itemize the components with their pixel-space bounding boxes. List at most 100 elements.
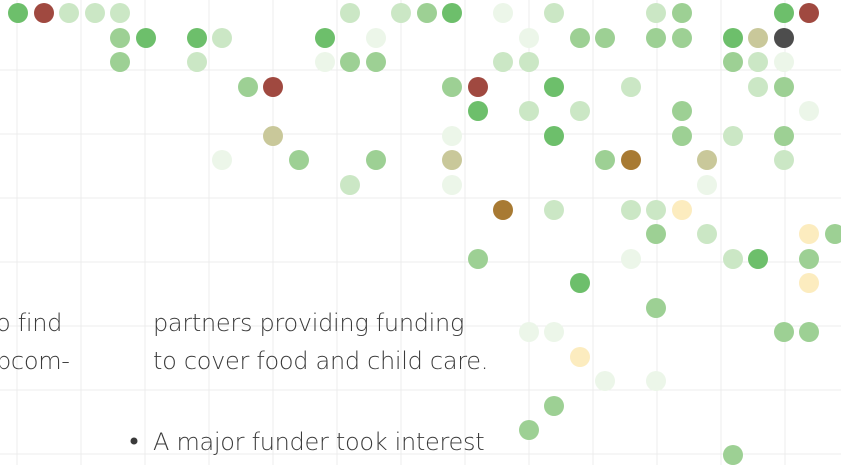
dot [544,126,564,146]
dot [34,3,54,23]
dot [799,224,819,244]
dot [366,28,386,48]
dot [621,150,641,170]
dot [723,126,743,146]
dot [748,28,768,48]
dot-matrix [8,3,841,465]
dot [544,3,564,23]
dot [595,28,615,48]
dot [110,28,130,48]
dot [442,77,462,97]
dot [570,28,590,48]
dot [672,200,692,220]
dot [519,52,539,72]
dot [212,150,232,170]
dot [417,3,437,23]
dot [212,28,232,48]
dot [621,77,641,97]
dot [442,3,462,23]
dot [289,150,309,170]
dot [799,249,819,269]
dot [748,249,768,269]
dot [544,396,564,416]
dot [646,3,666,23]
dot [110,3,130,23]
dot [799,3,819,23]
dot [366,150,386,170]
dot [544,77,564,97]
dot [8,3,28,23]
dot [748,52,768,72]
dot [646,371,666,391]
dot [621,249,641,269]
dot [59,3,79,23]
dot [187,52,207,72]
paragraph-line: partners providing funding [153,309,464,337]
dot [136,28,156,48]
dot [774,126,794,146]
dot [263,77,283,97]
bullet-marker [130,437,138,445]
dot [340,3,360,23]
left-text-line: pcom- [0,347,70,375]
dot [646,28,666,48]
dot [621,200,641,220]
dot [774,150,794,170]
dot [595,371,615,391]
dot [493,3,513,23]
dot [697,224,717,244]
dot [748,77,768,97]
dot [468,101,488,121]
dot [519,28,539,48]
dot [570,101,590,121]
dot [263,126,283,146]
dot [570,273,590,293]
dot [366,52,386,72]
dot [544,200,564,220]
dot [697,150,717,170]
dot [595,150,615,170]
dot [442,150,462,170]
dot [110,52,130,72]
bullet-text: A major funder took interest [153,428,484,456]
dot [774,52,794,72]
dot [442,175,462,195]
dot [468,249,488,269]
dot [799,322,819,342]
dot [646,200,666,220]
dot [340,52,360,72]
dot [723,249,743,269]
dot [519,101,539,121]
dot [85,3,105,23]
left-text-line: o find [0,309,62,337]
dot [672,101,692,121]
dot [799,101,819,121]
dot [672,3,692,23]
dot [238,77,258,97]
dot [493,52,513,72]
dot [340,175,360,195]
dot [315,52,335,72]
dot [723,445,743,465]
dot [697,175,717,195]
dot [493,200,513,220]
dot [315,28,335,48]
dot [519,322,539,342]
dot [519,420,539,440]
dot [391,3,411,23]
dot [646,224,666,244]
dot [723,28,743,48]
dot [774,3,794,23]
dot [774,28,794,48]
dot [187,28,207,48]
dot [774,322,794,342]
dot [672,28,692,48]
paragraph-line: to cover food and child care. [153,347,488,375]
dot [723,52,743,72]
dot [570,347,590,367]
dot [672,126,692,146]
dot [799,273,819,293]
